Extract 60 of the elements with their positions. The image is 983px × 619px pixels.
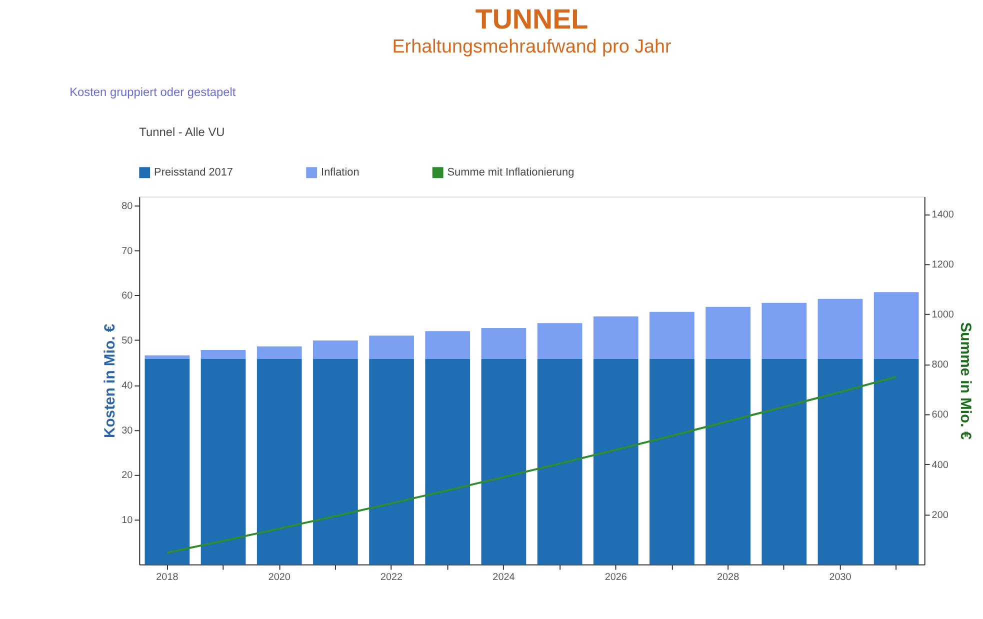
bar [425,358,470,564]
bar [481,328,526,359]
bar [706,358,750,564]
legend-label: Summe mit Inflationierung [447,166,574,179]
x-tick-label: 2024 [492,572,516,583]
bar [650,312,694,359]
y2-tick-label: 1400 [932,210,954,221]
x-tick-label: 2018 [156,572,179,583]
bar [256,358,302,564]
y-tick-label: 20 [122,470,134,482]
legend-label: Inflation [321,166,360,179]
text: Tunnel - Alle VU [139,124,225,139]
bar [706,306,750,359]
bar [650,358,694,564]
line-series [166,376,898,554]
bar [537,323,582,359]
text: Kosten gruppiert oder gestapelt [70,85,236,100]
bar [425,331,470,359]
y2-tick-label: 1000 [932,310,954,321]
x-tick-label: 2026 [604,572,628,583]
bar [313,358,358,564]
bar [481,358,526,564]
bar [762,358,807,564]
y2-tick-label: 600 [932,410,949,421]
bar [593,358,638,564]
x-tick-label: 2028 [717,572,740,583]
bar [369,336,414,359]
bar [537,358,582,564]
y2-tick-label: 200 [932,510,949,521]
x-tick-label: 2020 [268,572,291,583]
y-tick-label: 30 [122,425,134,436]
chart-title: TUNNEL [475,4,588,35]
bar [874,292,919,359]
y-tick-label: 60 [122,290,134,302]
legend-label: Preisstand 2017 [154,166,233,179]
y-tick-label: 70 [122,246,134,257]
bar [593,316,638,359]
y2-tick-label: 1200 [932,260,954,271]
y-tick-label: 40 [122,380,134,392]
bar [874,358,919,564]
bar [200,358,246,564]
bar [762,302,807,359]
y-axis-title: Kosten in Mio. € [102,323,119,438]
x-tick-label: 2030 [829,572,852,583]
y2-tick-label: 400 [932,460,949,471]
y-tick-label: 80 [122,201,134,212]
bar [313,340,358,359]
bar [369,358,414,564]
bar [144,358,190,564]
y-tick-label: 50 [122,336,134,347]
x-tick-label: 2022 [380,572,404,583]
bar [818,358,863,564]
bar [144,355,190,359]
chart-subtitle: Erhaltungsmehraufwand pro Jahr [392,36,672,58]
bar [256,346,302,359]
y-tick-label: 10 [122,514,134,526]
bar [200,350,246,359]
y2-tick-label: 800 [932,360,949,371]
y2-axis-title: Summe in Mio. € [956,322,973,440]
bar [818,298,863,359]
